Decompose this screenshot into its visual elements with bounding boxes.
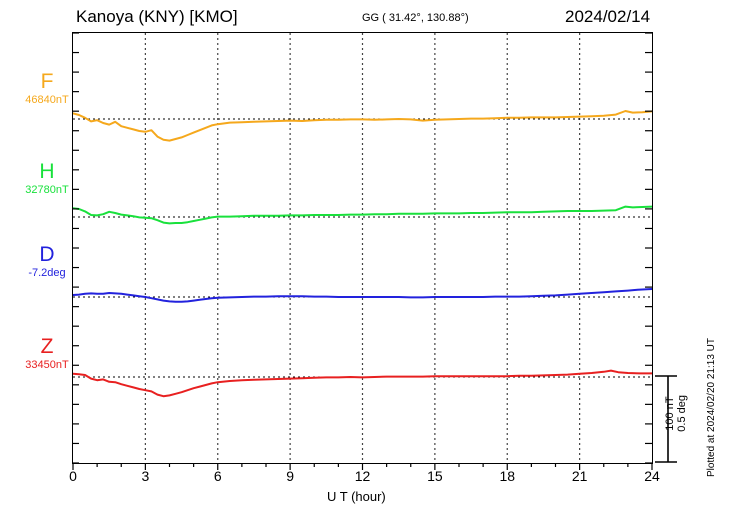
component-letter-Z: Z bbox=[40, 335, 54, 358]
magnetogram-plot bbox=[73, 33, 652, 463]
x-tick-3: 3 bbox=[141, 468, 150, 484]
component-letter-H: H bbox=[39, 160, 55, 183]
component-label-D: D -7.2deg bbox=[28, 244, 65, 280]
station-title: Kanoya (KNY) [KMO] bbox=[76, 7, 238, 26]
x-axis-title: U T (hour) bbox=[327, 489, 386, 504]
component-letter-F: F bbox=[40, 70, 54, 93]
x-tick-21: 21 bbox=[571, 468, 588, 484]
plotted-at-label: Plotted at 2024/02/20 21:13 UT bbox=[706, 338, 717, 477]
component-baseline-H: 32780nT bbox=[25, 184, 69, 196]
component-baseline-D: -7.2deg bbox=[28, 267, 66, 279]
observation-date: 2024/02/14 bbox=[565, 7, 651, 26]
x-tick-15: 15 bbox=[427, 468, 443, 484]
scale-nt-label: 100 nT bbox=[664, 396, 676, 431]
component-baseline-F: 46840nT bbox=[25, 94, 69, 106]
geographic-coordinates: GG ( 31.42°, 130.88°) bbox=[362, 12, 469, 24]
x-tick-9: 9 bbox=[286, 468, 295, 484]
component-label-H: H 32780nT bbox=[25, 161, 68, 197]
component-letter-D: D bbox=[39, 243, 55, 266]
x-tick-24: 24 bbox=[644, 468, 660, 484]
x-tick-12: 12 bbox=[354, 468, 371, 484]
scale-bar bbox=[655, 375, 677, 463]
scale-bar-label: 100 nT 0.5 deg bbox=[664, 395, 688, 432]
component-baseline-Z: 33450nT bbox=[25, 359, 69, 371]
component-label-F: F 46840nT bbox=[25, 71, 68, 107]
plot-frame bbox=[72, 32, 653, 464]
scale-deg-label: 0.5 deg bbox=[676, 395, 688, 432]
x-tick-6: 6 bbox=[213, 468, 222, 484]
x-tick-18: 18 bbox=[499, 468, 516, 484]
component-label-Z: Z 33450nT bbox=[25, 336, 68, 372]
x-tick-0: 0 bbox=[69, 468, 77, 484]
